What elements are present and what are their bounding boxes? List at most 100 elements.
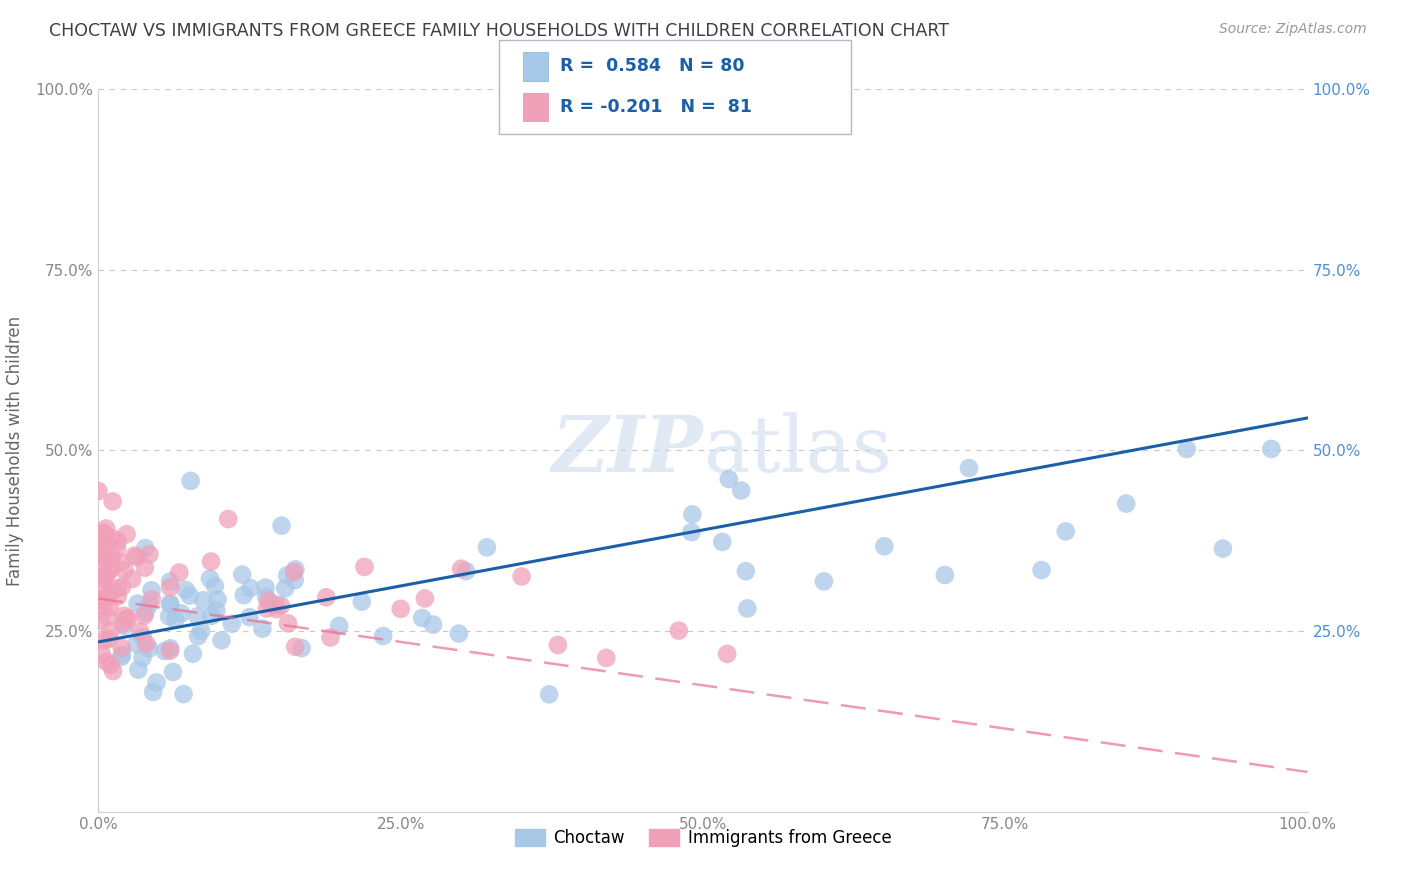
Point	[873, 539, 896, 553]
Point	[238, 610, 260, 624]
Point	[205, 603, 228, 617]
Point	[105, 541, 128, 556]
Text: atlas: atlas	[703, 413, 891, 488]
Point	[96, 655, 118, 669]
Point	[668, 624, 690, 638]
Point	[111, 580, 134, 594]
Point	[353, 560, 375, 574]
Point	[112, 619, 135, 633]
Point	[127, 663, 149, 677]
Point	[98, 600, 121, 615]
Point	[89, 614, 111, 628]
Point	[813, 574, 835, 589]
Point	[101, 550, 124, 565]
Point	[94, 568, 117, 582]
Point	[450, 562, 472, 576]
Point	[187, 609, 209, 624]
Point	[173, 687, 195, 701]
Point	[90, 533, 112, 547]
Point	[134, 560, 156, 574]
Point	[100, 562, 122, 576]
Point	[124, 549, 146, 563]
Point	[1031, 563, 1053, 577]
Point	[201, 608, 224, 623]
Point	[207, 592, 229, 607]
Point	[389, 602, 412, 616]
Point	[200, 554, 222, 568]
Point	[232, 588, 254, 602]
Point	[413, 591, 436, 606]
Point	[717, 472, 740, 486]
Point	[510, 569, 533, 583]
Point	[454, 564, 477, 578]
Point	[159, 641, 181, 656]
Point	[97, 566, 120, 581]
Point	[291, 641, 314, 656]
Point	[179, 589, 201, 603]
Point	[277, 616, 299, 631]
Point	[193, 593, 215, 607]
Point	[159, 644, 181, 658]
Point	[125, 549, 148, 564]
Point	[270, 599, 292, 613]
Point	[115, 527, 138, 541]
Point	[276, 568, 298, 582]
Point	[89, 562, 111, 576]
Point	[135, 637, 157, 651]
Point	[114, 563, 136, 577]
Point	[711, 535, 734, 549]
Point	[198, 572, 221, 586]
Point	[138, 641, 160, 656]
Point	[319, 631, 342, 645]
Point	[681, 508, 703, 522]
Point	[115, 612, 138, 626]
Point	[737, 601, 759, 615]
Point	[91, 533, 114, 547]
Text: R =  0.584   N = 80: R = 0.584 N = 80	[560, 57, 744, 76]
Point	[100, 624, 122, 639]
Point	[100, 657, 122, 672]
Point	[734, 564, 756, 578]
Point	[231, 567, 253, 582]
Point	[170, 607, 193, 621]
Point	[1260, 442, 1282, 456]
Point	[422, 617, 444, 632]
Point	[97, 632, 120, 646]
Point	[101, 494, 124, 508]
Point	[87, 484, 110, 499]
Point	[595, 651, 617, 665]
Point	[97, 591, 120, 605]
Point	[93, 549, 115, 563]
Point	[107, 582, 129, 596]
Point	[181, 647, 204, 661]
Point	[204, 579, 226, 593]
Point	[165, 613, 187, 627]
Point	[110, 555, 132, 569]
Point	[111, 648, 134, 662]
Point	[132, 630, 155, 644]
Point	[121, 572, 143, 586]
Point	[1115, 497, 1137, 511]
Text: ZIP: ZIP	[551, 412, 703, 489]
Point	[1175, 442, 1198, 456]
Point	[475, 541, 498, 555]
Point	[129, 624, 152, 639]
Point	[730, 483, 752, 498]
Point	[125, 637, 148, 651]
Text: Source: ZipAtlas.com: Source: ZipAtlas.com	[1219, 22, 1367, 37]
Point	[257, 594, 280, 608]
Point	[264, 598, 287, 612]
Point	[96, 610, 118, 624]
Point	[117, 612, 139, 626]
Point	[89, 592, 111, 607]
Point	[270, 518, 292, 533]
Point	[107, 534, 129, 549]
Y-axis label: Family Households with Children: Family Households with Children	[7, 316, 24, 585]
Point	[538, 687, 561, 701]
Point	[169, 566, 191, 580]
Point	[134, 606, 156, 620]
Point	[159, 574, 181, 589]
Point	[93, 525, 115, 540]
Point	[211, 633, 233, 648]
Point	[87, 548, 110, 562]
